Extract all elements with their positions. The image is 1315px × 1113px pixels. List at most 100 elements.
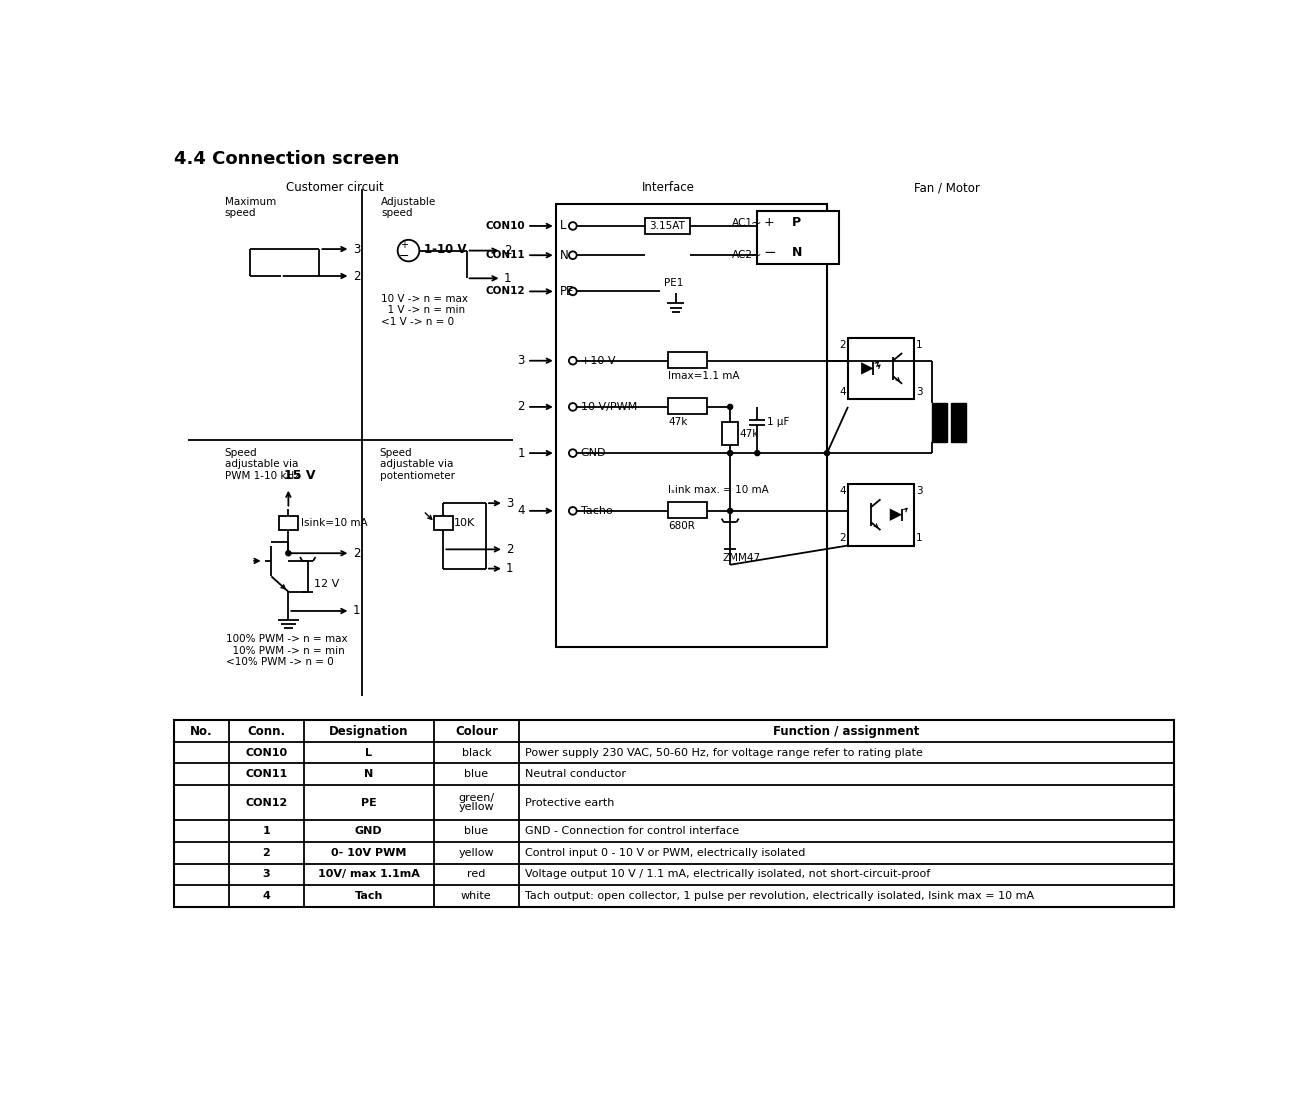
Text: 1-10 V: 1-10 V: [423, 243, 467, 256]
Text: 1: 1: [517, 446, 525, 460]
Text: Colour: Colour: [455, 725, 498, 738]
Text: ~: ~: [751, 248, 761, 262]
Text: 2: 2: [504, 244, 512, 257]
Text: ~: ~: [751, 216, 761, 229]
Text: 1: 1: [504, 272, 512, 285]
Bar: [722, 422, 738, 445]
Text: Control input 0 - 10 V or PWM, electrically isolated: Control input 0 - 10 V or PWM, electrica…: [525, 848, 805, 858]
Text: N: N: [792, 246, 802, 259]
Text: black: black: [462, 748, 490, 758]
Text: Tach: Tach: [355, 890, 383, 900]
Text: 2: 2: [352, 269, 360, 283]
Circle shape: [755, 451, 760, 455]
Text: white: white: [462, 890, 492, 900]
Circle shape: [825, 451, 830, 455]
Text: GND: GND: [355, 826, 383, 836]
Text: PE: PE: [360, 798, 376, 808]
Text: Adjustable
speed: Adjustable speed: [381, 197, 437, 218]
Bar: [757, 210, 839, 265]
Text: Conn.: Conn.: [247, 725, 285, 738]
Text: CON12: CON12: [485, 286, 525, 296]
Text: CON11: CON11: [485, 250, 525, 260]
Text: Tach output: open collector, 1 pulse per revolution, electrically isolated, Isin: Tach output: open collector, 1 pulse per…: [525, 890, 1034, 900]
Text: −: −: [398, 250, 409, 264]
Polygon shape: [890, 509, 902, 521]
Text: AC1: AC1: [731, 218, 752, 228]
Text: 3: 3: [517, 354, 525, 367]
Text: Fan / Motor: Fan / Motor: [914, 181, 980, 195]
Circle shape: [569, 450, 577, 457]
Text: Power supply 230 VAC, 50-60 Hz, for voltage range refer to rating plate: Power supply 230 VAC, 50-60 Hz, for volt…: [525, 748, 923, 758]
Circle shape: [569, 403, 577, 411]
Text: 1: 1: [917, 533, 923, 543]
Bar: [931, 403, 947, 442]
Text: P: P: [792, 216, 801, 229]
Text: 3: 3: [506, 496, 514, 510]
Text: 10 V -> n = max
  1 V -> n = min
<1 V -> n = 0: 10 V -> n = max 1 V -> n = min <1 V -> n…: [381, 294, 468, 327]
Circle shape: [727, 451, 732, 455]
Text: Isink=10 mA: Isink=10 mA: [301, 519, 367, 529]
Text: No.: No.: [189, 725, 213, 738]
Circle shape: [569, 223, 577, 229]
Text: N: N: [560, 248, 568, 262]
Text: 2: 2: [839, 339, 846, 349]
Bar: [848, 337, 914, 400]
Text: blue: blue: [464, 769, 488, 779]
Bar: [668, 398, 707, 414]
Circle shape: [727, 405, 732, 410]
Text: 15 V: 15 V: [284, 469, 316, 482]
Text: Speed
adjustable via
PWM 1-10 kHz: Speed adjustable via PWM 1-10 kHz: [225, 447, 300, 481]
Text: 47k: 47k: [739, 429, 759, 439]
Text: CON10: CON10: [485, 221, 525, 232]
Text: 3: 3: [352, 243, 360, 256]
Text: 4: 4: [839, 486, 846, 496]
Text: AC2: AC2: [731, 250, 752, 260]
Text: 47k: 47k: [668, 417, 688, 427]
Bar: [279, 516, 297, 530]
Text: 3: 3: [917, 486, 923, 496]
Bar: [951, 403, 967, 442]
Text: 12 V: 12 V: [314, 579, 339, 589]
Text: 2: 2: [263, 848, 270, 858]
Text: 2: 2: [517, 401, 525, 413]
Text: 4: 4: [262, 890, 270, 900]
Text: Tacho: Tacho: [580, 506, 613, 515]
Text: L: L: [560, 219, 567, 233]
Circle shape: [569, 508, 577, 514]
Text: L: L: [366, 748, 372, 758]
Text: N: N: [364, 769, 373, 779]
Text: −: −: [764, 245, 776, 260]
Bar: [668, 352, 707, 367]
Text: yellow: yellow: [459, 848, 494, 858]
Text: 2: 2: [839, 533, 846, 543]
Bar: [644, 218, 690, 234]
Bar: [174, 720, 1174, 907]
Text: red: red: [467, 869, 485, 879]
Text: 1 μF: 1 μF: [768, 417, 790, 427]
Text: PE1: PE1: [664, 277, 684, 287]
Bar: [848, 484, 914, 545]
Text: CON10: CON10: [245, 748, 287, 758]
Text: 10V/ max 1.1mA: 10V/ max 1.1mA: [318, 869, 419, 879]
Text: +: +: [400, 240, 408, 250]
Text: Designation: Designation: [329, 725, 409, 738]
Bar: [556, 205, 827, 647]
Text: 0- 10V PWM: 0- 10V PWM: [331, 848, 406, 858]
Text: GND: GND: [580, 449, 606, 459]
Text: ZMM47: ZMM47: [722, 553, 760, 563]
Circle shape: [287, 551, 291, 555]
Text: green/: green/: [458, 794, 494, 804]
Circle shape: [569, 287, 577, 295]
Text: 3: 3: [917, 387, 923, 397]
Text: 3.15AT: 3.15AT: [650, 221, 685, 232]
Text: +10 V: +10 V: [580, 356, 615, 366]
Text: Function / assignment: Function / assignment: [773, 725, 919, 738]
Text: CON11: CON11: [245, 769, 288, 779]
Text: CON12: CON12: [245, 798, 288, 808]
Text: 100% PWM -> n = max
  10% PWM -> n = min
<10% PWM -> n = 0: 100% PWM -> n = max 10% PWM -> n = min <…: [226, 634, 348, 668]
Circle shape: [569, 252, 577, 259]
Text: 4: 4: [517, 504, 525, 518]
Text: Iₛink max. = 10 mA: Iₛink max. = 10 mA: [668, 484, 769, 494]
Bar: [434, 516, 452, 530]
Text: 1: 1: [506, 562, 514, 575]
